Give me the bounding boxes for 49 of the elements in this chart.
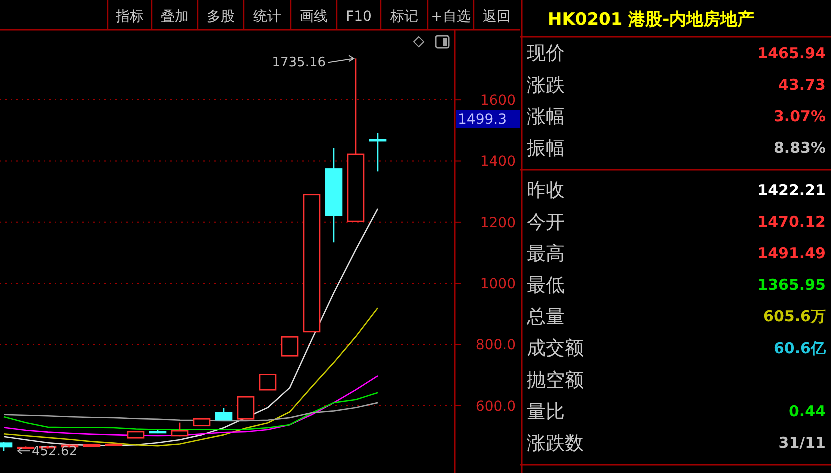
annotation: 452.62 xyxy=(32,444,78,460)
line-series xyxy=(3,208,379,446)
category-label: 抛空额 xyxy=(527,369,584,392)
category-label: 振幅 xyxy=(527,137,565,160)
category-label: 最高 xyxy=(527,242,565,265)
line-series xyxy=(3,307,379,447)
candlestick xyxy=(325,148,343,244)
y-tick-label: 1000 xyxy=(480,276,516,293)
category-label: 涨跌数 xyxy=(527,432,584,454)
category-label: 现价 xyxy=(527,42,565,65)
text: 1465.94 xyxy=(758,44,826,62)
text: 画线 xyxy=(300,8,328,25)
text: 1470.12 xyxy=(758,212,826,231)
y-tick-label: 1400 xyxy=(480,154,516,170)
text: 43.73 xyxy=(778,76,826,94)
y-tick-label: 600.0 xyxy=(476,398,516,415)
text: 1491.49 xyxy=(758,244,826,262)
text: +自选 xyxy=(431,8,471,25)
text: 0.44 xyxy=(788,402,826,420)
text: 1499.3 xyxy=(458,112,507,128)
text: 指标 xyxy=(115,8,144,25)
text: 31/11 xyxy=(778,434,826,452)
category-label: 今开 xyxy=(527,211,565,234)
text: 统计 xyxy=(254,8,282,25)
annotation: 1735.16 xyxy=(272,56,326,71)
text: 60.6亿 xyxy=(774,339,826,358)
y-tick-label: 1200 xyxy=(480,215,516,232)
text: HK0201 港股-内地房地产 xyxy=(548,10,755,30)
category-label: 昨收 xyxy=(527,180,565,202)
text: 3.07% xyxy=(774,107,826,126)
text: 8.83% xyxy=(774,139,826,158)
category-label: 涨跌 xyxy=(527,74,565,96)
y-tick-label: 800.0 xyxy=(476,338,516,354)
category-label: 量比 xyxy=(527,400,565,423)
y-tick-label: 1600 xyxy=(480,92,516,109)
category-label: 成交额 xyxy=(527,338,584,360)
text: 标记 xyxy=(390,8,418,25)
text: 叠加 xyxy=(161,8,189,25)
text: 1422.21 xyxy=(758,181,826,200)
text: 多股 xyxy=(207,8,235,25)
text: 1365.95 xyxy=(758,276,826,294)
line-series xyxy=(3,375,379,437)
text: 605.6万 xyxy=(764,308,826,326)
category-label: 总量 xyxy=(526,306,565,328)
text: F10 xyxy=(346,8,372,25)
text: 返回 xyxy=(483,8,511,25)
category-label: 涨幅 xyxy=(527,106,565,128)
category-label: 最低 xyxy=(527,274,565,296)
line-series xyxy=(3,402,379,422)
